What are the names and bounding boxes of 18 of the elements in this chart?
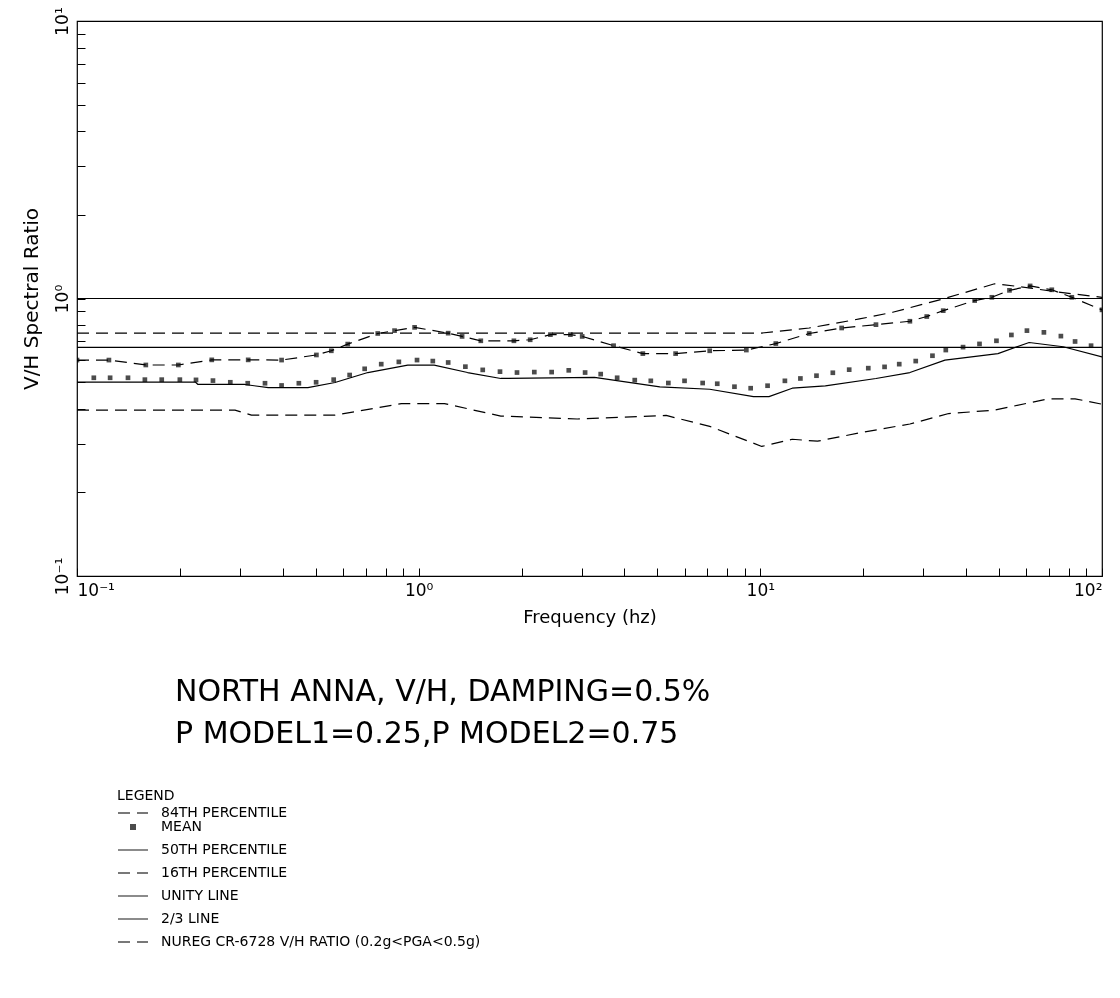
legend-label: MEAN bbox=[161, 818, 202, 834]
y-tick-label: 10⁰ bbox=[51, 284, 72, 314]
x-tick-label: 10² bbox=[1074, 579, 1103, 600]
legend-label: 84TH PERCENTILE bbox=[161, 804, 288, 820]
text: NORTH ANNA, V/H, DAMPING=0.5% bbox=[175, 672, 711, 710]
legend-label: 16TH PERCENTILE bbox=[161, 864, 288, 880]
x-axis-title: Frequency (hz) bbox=[523, 605, 657, 627]
legend-title: LEGEND bbox=[117, 787, 175, 803]
legend-label: NUREG CR-6728 V/H RATIO (0.2g<PGA<0.5g) bbox=[161, 933, 481, 949]
x-tick-label: 10⁰ bbox=[404, 579, 434, 600]
legend-label: UNITY LINE bbox=[161, 887, 239, 903]
y-axis-title: V/H Spectral Ratio bbox=[18, 207, 43, 391]
text: P MODEL1=0.25,P MODEL2=0.75 bbox=[175, 714, 680, 752]
legend-label: 50TH PERCENTILE bbox=[161, 841, 288, 857]
y-tick-label: 10¹ bbox=[51, 7, 72, 36]
x-tick-label: 10¹ bbox=[746, 579, 776, 600]
x-tick-label: 10⁻¹ bbox=[77, 579, 115, 600]
legend-label: 2/3 LINE bbox=[161, 910, 220, 926]
